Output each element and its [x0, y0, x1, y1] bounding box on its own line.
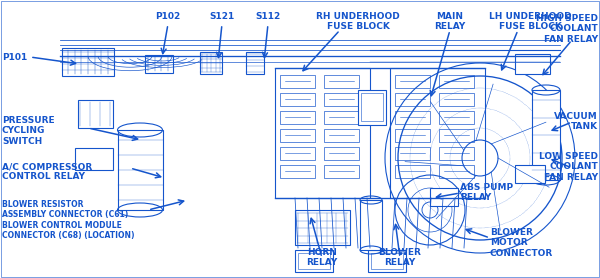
Bar: [200, 52, 222, 74]
Bar: [75, 148, 113, 170]
Text: BLOWER
RELAY: BLOWER RELAY: [379, 248, 421, 267]
Bar: [358, 90, 386, 125]
Text: LOW SPEED
COOLANT
FAN RELAY: LOW SPEED COOLANT FAN RELAY: [539, 152, 598, 182]
Text: BLOWER RESISTOR
ASSEMBLY CONNECTOR (C61)
BLOWER CONTROL MODULE
CONNECTOR (C68) (: BLOWER RESISTOR ASSEMBLY CONNECTOR (C61)…: [2, 200, 134, 240]
Bar: [298, 253, 330, 269]
Bar: [439, 111, 474, 124]
Bar: [324, 165, 359, 178]
Bar: [324, 147, 359, 160]
Bar: [395, 129, 430, 142]
Bar: [361, 93, 383, 121]
Text: ABS PUMP
RELAY: ABS PUMP RELAY: [460, 183, 513, 202]
Bar: [532, 90, 560, 180]
Bar: [515, 165, 545, 183]
Bar: [439, 147, 474, 160]
Text: PRESSURE
CYCLING
SWITCH: PRESSURE CYCLING SWITCH: [2, 116, 55, 146]
Bar: [395, 147, 430, 160]
Bar: [371, 253, 403, 269]
Bar: [295, 210, 350, 245]
Bar: [324, 129, 359, 142]
Text: S121: S121: [209, 12, 235, 21]
Bar: [439, 165, 474, 178]
Text: MAIN
RELAY: MAIN RELAY: [434, 12, 466, 31]
Bar: [360, 200, 382, 250]
Bar: [280, 75, 315, 88]
Text: HIGH SPEED
COOLANT
FAN RELAY: HIGH SPEED COOLANT FAN RELAY: [536, 14, 598, 44]
Bar: [295, 250, 333, 272]
Bar: [430, 188, 458, 206]
Bar: [515, 54, 550, 74]
Bar: [439, 93, 474, 106]
Bar: [280, 165, 315, 178]
Text: P102: P102: [155, 12, 181, 21]
Bar: [395, 165, 430, 178]
Text: RH UNDERHOOD
FUSE BLOCK: RH UNDERHOOD FUSE BLOCK: [316, 12, 400, 31]
Bar: [324, 111, 359, 124]
Text: BLOWER
MOTOR
CONNECTOR: BLOWER MOTOR CONNECTOR: [490, 228, 553, 258]
Text: S112: S112: [256, 12, 281, 21]
Text: A/C COMPRESSOR
CONTROL RELAY: A/C COMPRESSOR CONTROL RELAY: [2, 162, 92, 182]
Bar: [118, 130, 163, 210]
Bar: [439, 75, 474, 88]
Bar: [78, 100, 113, 128]
Bar: [275, 68, 370, 198]
Bar: [280, 129, 315, 142]
Bar: [280, 147, 315, 160]
Bar: [395, 75, 430, 88]
Bar: [280, 93, 315, 106]
Bar: [368, 250, 406, 272]
Text: VACUUM
TANK: VACUUM TANK: [554, 112, 598, 131]
Bar: [62, 48, 114, 76]
Bar: [395, 111, 430, 124]
Bar: [439, 129, 474, 142]
Bar: [145, 55, 173, 73]
Bar: [395, 93, 430, 106]
Text: HORN
RELAY: HORN RELAY: [307, 248, 338, 267]
Bar: [390, 68, 485, 198]
Bar: [324, 93, 359, 106]
Text: P101: P101: [2, 53, 27, 61]
Text: LH UNDERHOOD
FUSE BLOCK: LH UNDERHOOD FUSE BLOCK: [488, 12, 571, 31]
Bar: [324, 75, 359, 88]
Bar: [60, 15, 550, 265]
Bar: [246, 52, 264, 74]
Bar: [280, 111, 315, 124]
